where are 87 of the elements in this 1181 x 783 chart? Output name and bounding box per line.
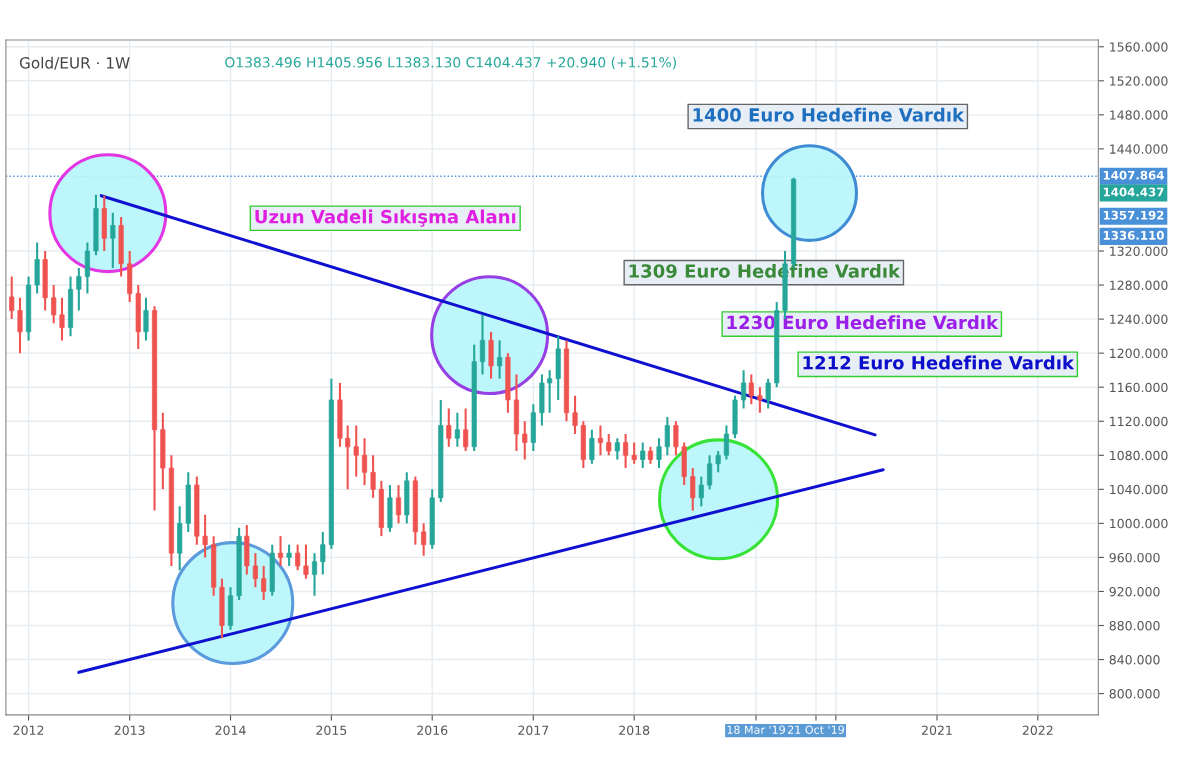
annotation: Uzun Vadeli Sıkışma Alanı <box>255 209 516 227</box>
y-tick-label: 1200.000 <box>1110 348 1168 359</box>
y-tick-label: 880.000 <box>1109 620 1160 631</box>
y-tick-label: 1120.000 <box>1110 416 1168 427</box>
annotation: 1212 Euro Hedefine Vardık <box>803 355 1075 370</box>
candlestick <box>589 428 595 465</box>
candlestick <box>631 441 637 465</box>
ref-line-label: 1407.864 <box>1103 170 1164 180</box>
x-tick-label: 2017 <box>518 725 549 735</box>
candlestick <box>202 513 208 559</box>
candlestick <box>252 552 258 589</box>
candlestick <box>597 424 604 457</box>
y-tick-label: 1520.000 <box>1110 76 1168 86</box>
candlestick <box>656 437 662 470</box>
y-tick-label: 1000.000 <box>1110 518 1168 529</box>
candlestick <box>345 424 351 491</box>
y-tick-label: 1440.000 <box>1110 144 1168 154</box>
candlestick <box>370 454 376 499</box>
x-tick-label: 21 Oct '19 <box>787 725 844 734</box>
x-tick-label: 18 Mar '19 <box>727 725 785 734</box>
candlestick <box>303 543 309 580</box>
x-tick-label: 2022 <box>1022 725 1053 735</box>
candlestick <box>446 407 452 448</box>
x-tick-label: 2018 <box>619 725 650 735</box>
y-tick-label: 800.000 <box>1109 689 1160 699</box>
y-tick-label: 1560.000 <box>1110 42 1168 52</box>
y-tick-label: 1480.000 <box>1110 110 1168 120</box>
candlestick <box>353 424 359 478</box>
x-tick-label: 2013 <box>114 725 145 735</box>
x-tick-label: 2012 <box>13 725 44 735</box>
candlestick <box>640 441 646 470</box>
candlestick <box>723 424 730 461</box>
candlestick <box>606 432 612 457</box>
candlestick <box>143 296 149 342</box>
candlestick <box>479 313 486 376</box>
x-tick-label: 2016 <box>417 725 448 735</box>
y-tick-label: 1080.000 <box>1110 450 1168 461</box>
y-tick-label: 920.000 <box>1109 586 1160 597</box>
candlestick <box>664 415 670 457</box>
y-tick-label: 1240.000 <box>1110 314 1168 325</box>
candlestick <box>421 522 427 557</box>
candlestick <box>673 420 679 457</box>
y-tick-label: 1280.000 <box>1110 280 1168 290</box>
candlestick <box>454 411 460 448</box>
x-tick-label: 2014 <box>215 725 246 735</box>
candlestick <box>395 484 402 525</box>
candlestick <box>698 475 704 508</box>
candlestick <box>741 369 747 410</box>
y-tick-label: 1320.000 <box>1110 246 1168 256</box>
text: O1383.496 H1405.956 L1383.130 C1404.437 +20.940 (+1.51%) <box>225 56 676 70</box>
candlestick <box>286 543 292 567</box>
x-tick-label: 2015 <box>316 725 347 735</box>
candlestick <box>757 386 763 414</box>
candlestick <box>17 296 23 355</box>
candlestick <box>295 543 301 572</box>
text: 1336.110 <box>1103 230 1164 240</box>
candlestick <box>623 432 629 470</box>
candlestick <box>614 437 620 461</box>
candlestick <box>311 552 318 597</box>
candlestick <box>572 394 578 436</box>
candlestick <box>707 454 713 491</box>
candlestick <box>497 339 503 380</box>
candlestick <box>463 407 469 453</box>
text: 1357.192 <box>1103 210 1164 220</box>
y-tick-label: 1040.000 <box>1110 484 1168 495</box>
candlestick <box>110 211 116 270</box>
y-tick-label: 960.000 <box>1109 552 1160 563</box>
candlestick <box>76 267 82 312</box>
candlestick <box>748 373 754 406</box>
candlestick <box>277 535 284 567</box>
candlestick <box>522 420 528 461</box>
text: Gold/EUR · 1W <box>19 56 130 70</box>
y-tick-label: 840.000 <box>1109 655 1160 665</box>
candlestick <box>361 437 368 487</box>
text: 1404.437 <box>1103 187 1164 197</box>
candlestick <box>9 275 15 321</box>
candlestick <box>261 564 267 602</box>
candlestick <box>547 369 553 414</box>
y-tick-label: 1160.000 <box>1110 382 1168 393</box>
candlestick <box>59 296 65 342</box>
annotation: 1400 Euro Hedefine Vardık <box>693 107 965 122</box>
candlestick <box>765 377 771 410</box>
candlestick <box>715 449 721 474</box>
candlestick <box>690 467 696 512</box>
candlestick <box>51 284 57 325</box>
x-tick-label: 2021 <box>921 725 952 735</box>
candlestick <box>320 530 326 576</box>
